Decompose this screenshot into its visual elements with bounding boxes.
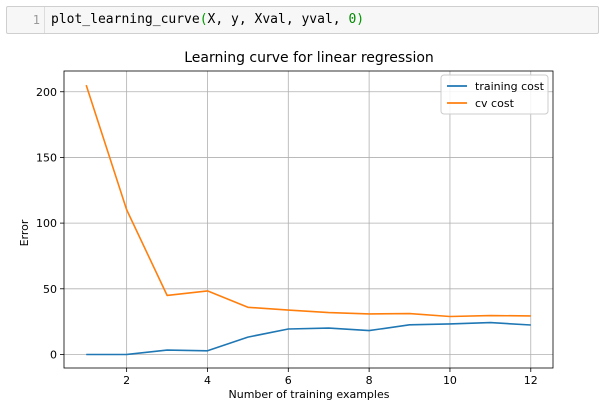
code-close-paren: ) — [356, 12, 365, 27]
code-line[interactable]: plot_learning_curve(X, y, Xval, yval, 0) — [51, 12, 364, 27]
x-tick-label: 8 — [366, 374, 373, 387]
y-tick-label: 200 — [36, 86, 57, 99]
code-number-literal: 0 — [348, 12, 357, 27]
x-tick-label: 12 — [524, 374, 538, 387]
y-tick-label: 150 — [36, 151, 57, 164]
line-number: 1 — [32, 13, 40, 27]
legend-label-training-cost: training cost — [475, 80, 545, 93]
y-tick-label: 50 — [43, 283, 57, 296]
y-tick-label: 100 — [36, 217, 57, 230]
line-gutter: 1 — [7, 7, 45, 33]
x-tick-label: 10 — [443, 374, 457, 387]
x-axis-label: Number of training examples — [229, 388, 390, 401]
series-line-training-cost — [86, 321, 531, 356]
y-axis-label: Error — [18, 219, 31, 246]
code-function-name: plot_learning_curve — [51, 12, 200, 27]
learning-curve-chart: Learning curve for linear regression 2 4 6… — [18, 50, 554, 401]
axes-layer: 2 4 6 8 10 12 0 50 100 150 200 — [36, 70, 554, 387]
chart-title: Learning curve for linear regression — [184, 50, 434, 66]
legend-box — [440, 74, 549, 115]
x-tick-label: 6 — [285, 374, 292, 387]
x-tick-label: 2 — [123, 374, 130, 387]
series-line-cv-cost — [85, 84, 531, 318]
series-layer — [85, 84, 531, 356]
y-tick-label: 0 — [50, 348, 57, 361]
legend: training cost cv cost — [440, 74, 549, 115]
code-cell[interactable]: 1 plot_learning_curve(X, y, Xval, yval, … — [6, 6, 599, 34]
code-arguments: X, y, Xval, yval, — [207, 12, 349, 27]
x-tick-label: 4 — [204, 374, 211, 387]
code-open-paren: ( — [199, 12, 208, 27]
legend-label-cv-cost: cv cost — [475, 97, 515, 110]
plot-frame — [63, 70, 554, 369]
